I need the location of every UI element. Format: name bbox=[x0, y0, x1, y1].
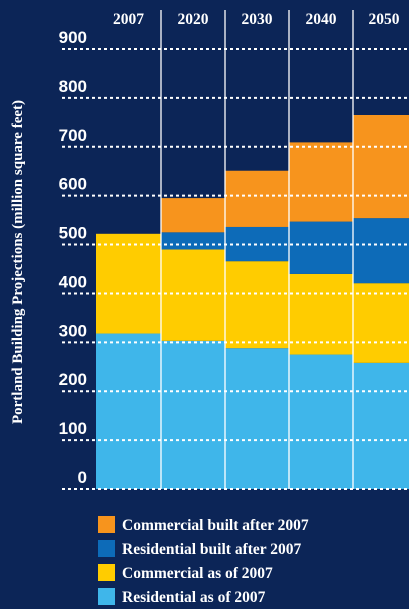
legend: Commercial built after 2007 Residential b… bbox=[98, 516, 309, 606]
gridlines-layer bbox=[62, 48, 409, 490]
bar-segment-2020-series-1 bbox=[161, 249, 225, 341]
bar-segment-2050-series-2 bbox=[353, 218, 409, 284]
y-tick-label: 600 bbox=[59, 175, 87, 194]
bar-segment-2040-series-0 bbox=[289, 354, 353, 489]
x-category-label: 2020 bbox=[178, 11, 209, 28]
bars-layer bbox=[96, 10, 409, 489]
x-category-label: 2050 bbox=[369, 11, 400, 28]
bar-segment-2040-series-3 bbox=[289, 142, 353, 222]
bar-segment-2040-series-1 bbox=[289, 273, 353, 355]
legend-label: Residential as of 2007 bbox=[122, 589, 266, 606]
bar-segment-2030-series-1 bbox=[225, 261, 289, 349]
y-tick-label: 300 bbox=[59, 321, 87, 340]
y-axis-label: Portland Building Projections (million s… bbox=[10, 100, 26, 424]
x-category-label: 2040 bbox=[306, 11, 337, 28]
legend-label: Commercial as of 2007 bbox=[122, 565, 273, 582]
legend-label: Residential built after 2007 bbox=[122, 541, 301, 558]
x-category-labels: 2007 2020 2030 2040 2050 bbox=[113, 11, 400, 28]
bar-segment-2050-series-0 bbox=[353, 362, 409, 489]
legend-swatch bbox=[98, 516, 115, 533]
bar-segment-2030-series-3 bbox=[225, 170, 289, 227]
bar-segment-2020-series-0 bbox=[161, 340, 225, 489]
y-tick-label: 0 bbox=[78, 468, 87, 487]
x-category-label: 2007 bbox=[113, 11, 144, 28]
bar-segment-2007-series-1 bbox=[96, 233, 161, 334]
bar-segment-2007-series-0 bbox=[96, 333, 161, 489]
y-tick-label: 500 bbox=[59, 224, 87, 243]
legend-swatch bbox=[98, 564, 115, 581]
legend-swatch bbox=[98, 540, 115, 557]
y-tick-label: 900 bbox=[59, 28, 87, 47]
bar-segment-2050-series-1 bbox=[353, 283, 409, 363]
bar-segment-2020-series-3 bbox=[161, 198, 225, 233]
y-tick-label: 100 bbox=[59, 419, 87, 438]
bar-segment-2040-series-2 bbox=[289, 221, 353, 274]
bar-segment-2050-series-3 bbox=[353, 115, 409, 219]
legend-label: Commercial built after 2007 bbox=[122, 517, 309, 534]
bar-segment-2020-series-2 bbox=[161, 232, 225, 250]
y-tick-label: 200 bbox=[59, 370, 87, 389]
y-tick-label: 400 bbox=[59, 272, 87, 291]
y-tick-labels: 0 100 200 300 400 500 600 700 800 900 bbox=[59, 28, 87, 487]
bar-segment-2030-series-0 bbox=[225, 348, 289, 489]
y-tick-label: 800 bbox=[59, 77, 87, 96]
x-category-label: 2030 bbox=[242, 11, 273, 28]
legend-swatch bbox=[98, 588, 115, 605]
y-tick-label: 700 bbox=[59, 126, 87, 145]
